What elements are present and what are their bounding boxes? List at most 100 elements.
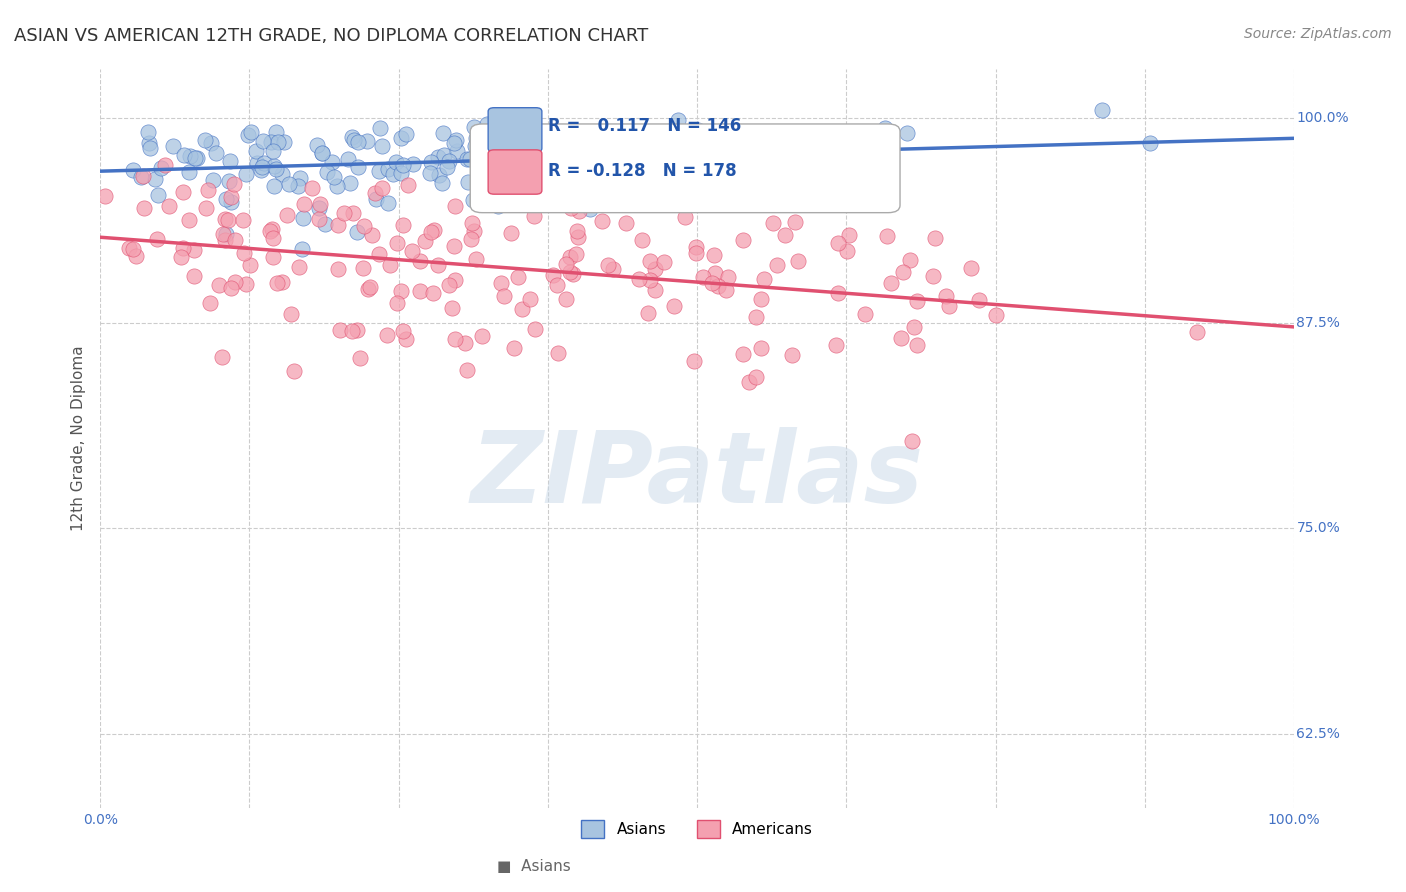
Point [644,283,666,297]
Point [547,346,569,360]
Point [377,162,399,177]
Point [391,285,413,299]
Point [132,202,155,216]
Point [252,134,274,148]
Point [232,213,254,227]
Point [233,246,256,260]
Point [419,165,441,179]
Point [214,212,236,227]
Point [602,262,624,277]
Point [385,235,408,250]
Point [326,219,349,233]
Point [215,227,238,241]
Point [401,244,423,258]
Point [749,292,772,306]
Point [675,142,697,156]
Point [392,218,415,232]
Point [224,275,246,289]
Point [236,128,259,142]
Point [349,351,371,366]
Point [523,209,546,223]
FancyBboxPatch shape [470,124,900,212]
Point [262,144,284,158]
Point [703,266,725,280]
Point [219,281,242,295]
Point [603,149,626,163]
Point [366,193,388,207]
Point [591,213,613,227]
Point [371,138,394,153]
Point [825,338,848,352]
Point [561,267,583,281]
Point [523,136,546,150]
Point [316,165,339,179]
Point [558,265,581,279]
Point [202,173,225,187]
Point [762,216,785,230]
Point [122,163,145,178]
Point [634,178,657,192]
Point [347,135,370,149]
Point [357,282,380,296]
Point [891,265,914,279]
Point [474,136,496,151]
Point [454,335,477,350]
Point [707,279,730,293]
Point [200,136,222,150]
Point [728,172,751,186]
Point [568,203,591,218]
Point [239,258,262,272]
Point [291,211,314,225]
Text: R =   0.117   N = 146: R = 0.117 N = 146 [548,117,741,136]
Point [262,250,284,264]
Point [596,258,619,272]
Point [530,149,553,163]
Point [673,210,696,224]
Point [224,233,246,247]
Point [177,164,200,178]
Point [749,342,772,356]
Point [183,268,205,283]
Point [267,135,290,149]
Point [568,194,591,208]
Point [245,145,267,159]
Point [666,113,689,128]
Point [179,213,201,227]
Point [638,273,661,287]
Point [278,178,301,192]
Point [179,149,201,163]
Point [903,320,925,334]
Point [526,147,548,161]
Point [342,324,364,338]
Point [685,246,707,260]
Point [444,332,467,346]
Point [785,215,807,229]
Point [382,168,405,182]
Point [377,328,399,343]
Point [172,241,194,255]
Point [1185,325,1208,339]
Point [311,145,333,160]
Point [246,156,269,170]
Point [475,117,498,131]
Point [148,188,170,202]
Point [170,250,193,264]
Point [506,150,529,164]
Point [738,375,761,389]
Point [510,301,533,316]
Point [280,307,302,321]
Point [263,178,285,193]
Point [211,227,233,242]
Point [444,273,467,287]
Point [517,194,540,209]
Point [471,329,494,343]
Point [215,192,238,206]
Point [368,246,391,260]
Point [219,194,242,209]
Point [770,135,793,149]
Point [489,276,512,290]
Point [441,301,464,316]
Point [332,205,354,219]
Point [876,228,898,243]
Text: 100.0%: 100.0% [1296,111,1348,125]
